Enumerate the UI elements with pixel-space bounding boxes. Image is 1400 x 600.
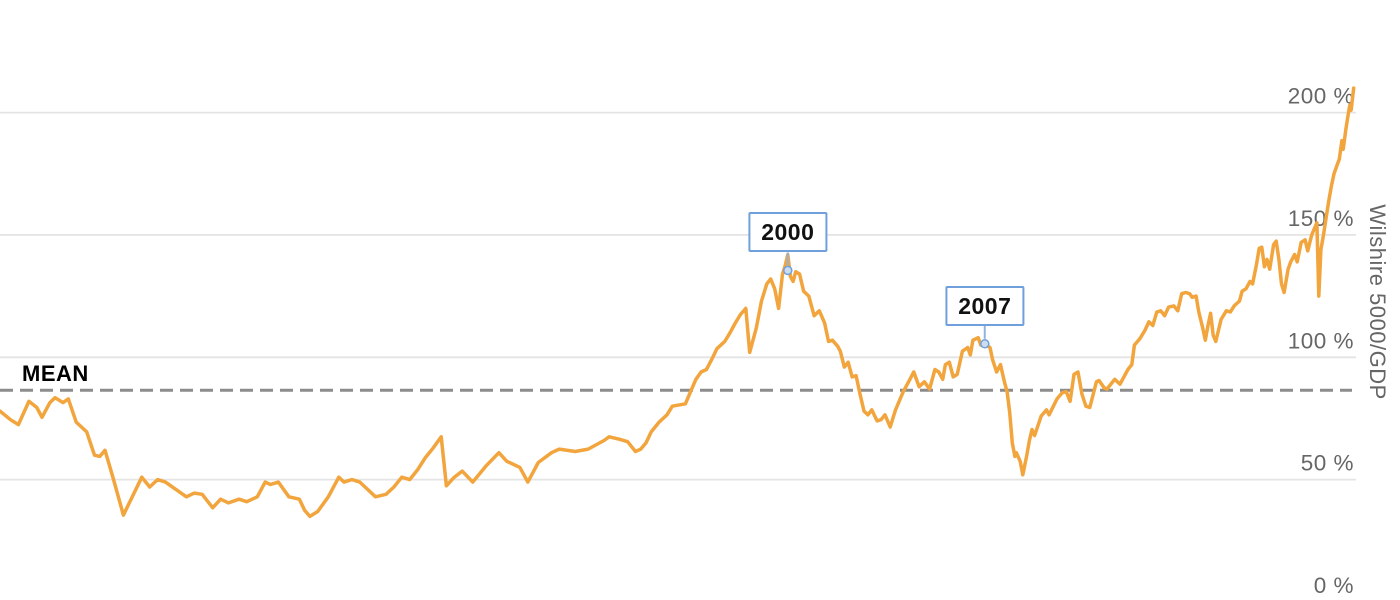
y-tick-label: 0 % — [1314, 573, 1354, 598]
annotation-marker — [783, 265, 793, 276]
y-axis-title: Wilshire 5000/GDP — [1365, 204, 1390, 400]
annotation-2000-label: 2000 — [761, 219, 815, 246]
annotation-marker — [980, 339, 990, 349]
y-tick-label: 100 % — [1288, 328, 1354, 353]
y-tick-label: 50 % — [1301, 451, 1354, 476]
annotation-2000: 2000 — [748, 212, 828, 253]
series-line — [0, 86, 1356, 519]
y-tick-label: 150 % — [1288, 206, 1354, 231]
y-tick-label: 200 % — [1288, 84, 1354, 109]
annotation-2007-label: 2007 — [958, 292, 1012, 319]
annotation-2007: 2007 — [945, 285, 1025, 326]
mean-line-label: MEAN — [22, 361, 89, 386]
